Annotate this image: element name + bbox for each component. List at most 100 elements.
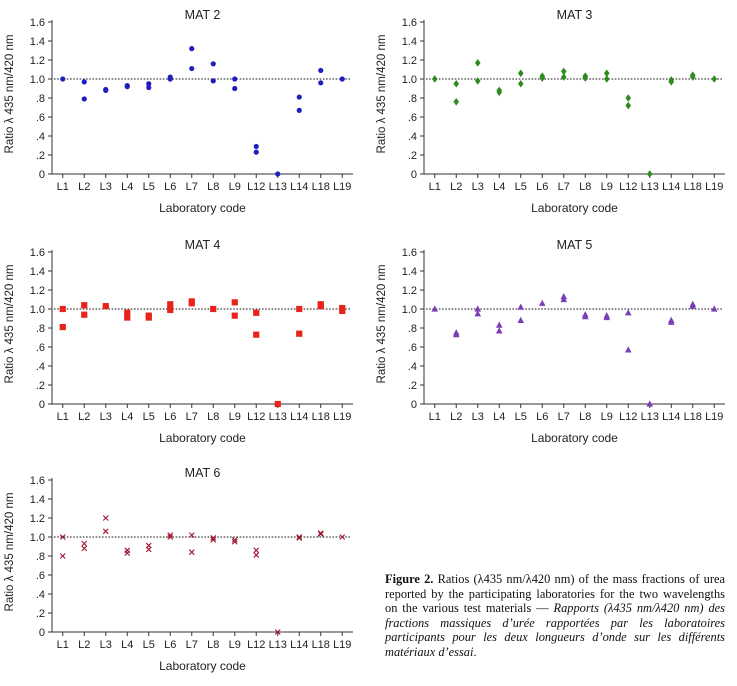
y-tick-label: .4 [408, 361, 417, 373]
y-tick-label: 1.2 [30, 55, 45, 67]
chart-panel-mat6: MAT 6 Ratio λ 435 nm/420 nm Laboratory cod… [0, 464, 355, 686]
x-tick-label: L19 [333, 181, 351, 193]
chart-title: MAT 4 [185, 238, 221, 252]
data-point-x [231, 538, 238, 545]
y-tick-label: 1.2 [402, 285, 417, 297]
data-point-x [339, 534, 346, 540]
data-point-square [124, 314, 131, 321]
x-tick-label: L12 [247, 639, 265, 651]
data-point-triangle [603, 313, 611, 321]
data-point-square [274, 400, 281, 408]
y-tick-label: 1.2 [402, 55, 417, 67]
y-tick-label: .6 [36, 112, 45, 124]
x-tick-label: L3 [100, 411, 112, 423]
x-tick-label: L8 [579, 181, 591, 193]
y-tick-label: .2 [408, 380, 417, 392]
data-point-square [145, 314, 152, 321]
x-mark-stroke [296, 534, 303, 540]
data-point-circle [210, 78, 216, 84]
data-point-circle [210, 61, 216, 67]
data-point-triangle [452, 331, 460, 338]
data-point-square [59, 323, 66, 331]
y-tick-label: .8 [36, 551, 45, 563]
x-tick-label: L5 [515, 181, 527, 193]
x-mark-stroke [188, 532, 195, 538]
x-tick-label: L13 [269, 411, 287, 423]
y-tick-label: 1.6 [402, 17, 417, 29]
data-point-x [167, 532, 174, 538]
y-tick-label: .4 [36, 589, 45, 601]
chart-title: MAT 2 [185, 8, 221, 22]
data-point-square [59, 305, 66, 313]
x-tick-label: L9 [229, 639, 241, 651]
data-point-x [81, 540, 88, 547]
x-tick-label: L18 [684, 411, 702, 423]
x-tick-label: L9 [229, 181, 241, 193]
x-axis-label: Laboratory code [159, 201, 246, 215]
data-point-diamond [517, 79, 524, 88]
data-point-circle [232, 76, 238, 82]
x-tick-label: L8 [579, 411, 591, 423]
x-tick-label: L5 [143, 639, 155, 651]
x-tick-label: L19 [705, 181, 723, 193]
data-point-x [102, 515, 109, 521]
data-point-x [296, 535, 303, 541]
data-point-x [167, 534, 174, 540]
x-tick-label: L3 [472, 181, 484, 193]
data-point-circle [253, 149, 259, 155]
x-mark-stroke [210, 536, 217, 543]
x-tick-label: L19 [333, 411, 351, 423]
x-mark-stroke [145, 546, 152, 553]
x-tick-label: L14 [290, 411, 308, 423]
data-point-square [317, 303, 324, 310]
data-point-square [81, 311, 88, 318]
x-tick-label: L6 [164, 639, 176, 651]
data-point-circle [232, 85, 238, 92]
x-mark-stroke [188, 549, 195, 556]
x-tick-label: L12 [247, 181, 265, 193]
x-tick-label: L18 [684, 181, 702, 193]
y-tick-label: .6 [408, 342, 417, 354]
x-tick-label: L13 [641, 181, 659, 193]
y-axis-label: Ratio λ 435 nm/420 nm [376, 265, 388, 384]
x-tick-label: L4 [121, 639, 133, 651]
data-point-square [210, 305, 217, 313]
x-mark-stroke [124, 550, 131, 557]
y-tick-label: .2 [408, 150, 417, 162]
x-tick-label: L12 [619, 411, 637, 423]
data-point-x [59, 534, 66, 540]
x-tick-label: L5 [143, 181, 155, 193]
chart-mat5: MAT 5 Ratio λ 435 nm/420 nm Laboratory cod… [376, 238, 725, 445]
y-tick-label: 1.0 [30, 74, 45, 86]
data-point-square [253, 331, 260, 338]
data-point-triangle [560, 295, 568, 303]
x-tick-label: L4 [121, 411, 133, 423]
data-point-triangle [710, 305, 718, 312]
x-mark-stroke [253, 552, 260, 558]
x-tick-label: L7 [186, 411, 198, 423]
x-mark-stroke [296, 535, 303, 541]
y-tick-label: .4 [36, 361, 45, 373]
data-point-x [253, 552, 260, 558]
data-point-x [188, 549, 195, 556]
x-mark-stroke [81, 545, 88, 552]
data-point-x [296, 534, 303, 540]
data-point-circle [189, 65, 195, 72]
x-tick-label: L7 [186, 639, 198, 651]
data-point-x [145, 546, 152, 553]
y-axis-label: Ratio λ 435 nm/420 nm [4, 493, 16, 612]
x-tick-label: L5 [515, 411, 527, 423]
y-tick-label: 1.4 [402, 36, 417, 48]
data-point-triangle [538, 299, 546, 306]
x-tick-label: L4 [493, 181, 505, 193]
data-point-circle [275, 171, 281, 177]
y-tick-label: 1.4 [30, 494, 45, 506]
data-point-circle [167, 76, 173, 82]
x-tick-label: L1 [429, 181, 441, 193]
x-axis-label: Laboratory code [159, 431, 246, 445]
data-point-square [167, 306, 174, 314]
x-tick-label: L7 [186, 181, 198, 193]
x-tick-label: L13 [269, 639, 287, 651]
x-mark-stroke [167, 532, 174, 538]
data-point-triangle [431, 305, 439, 312]
